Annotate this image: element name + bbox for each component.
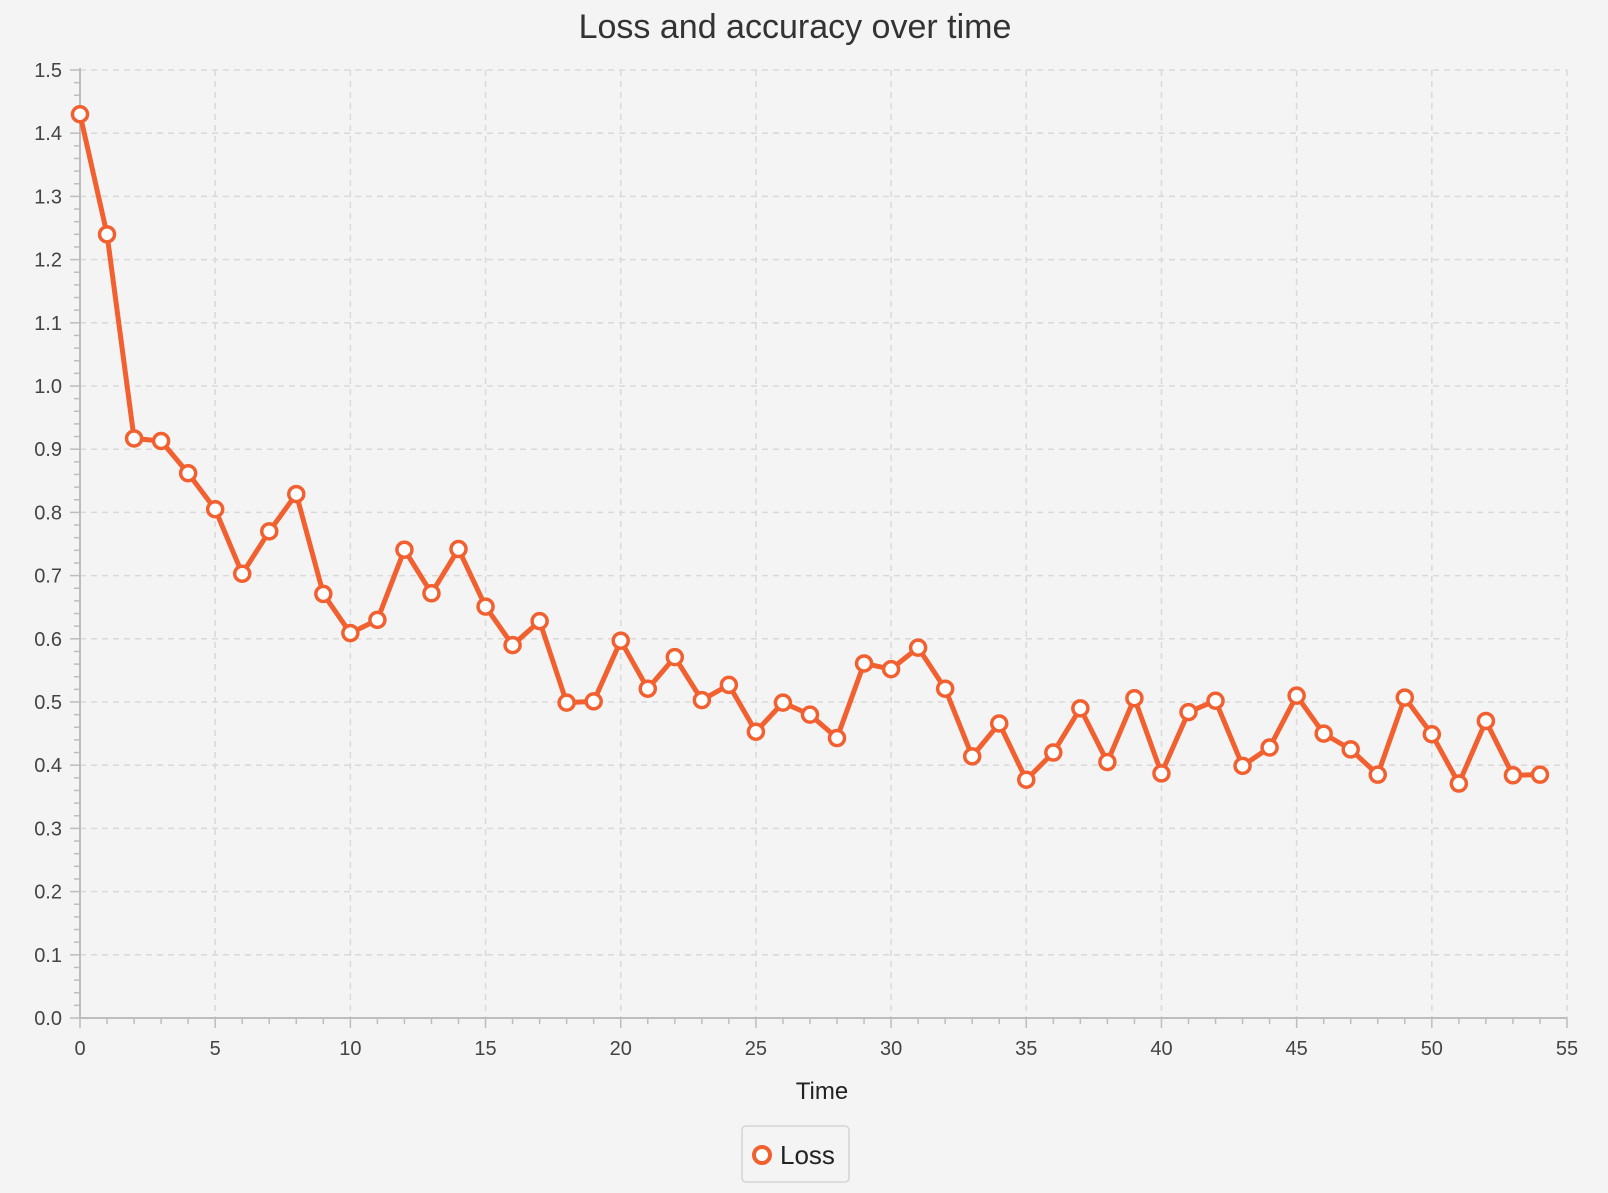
- x-tick-label: 0: [74, 1038, 85, 1060]
- data-point: [800, 705, 820, 724]
- data-point: [746, 722, 766, 741]
- data-point: [476, 597, 495, 616]
- data-point: [1098, 752, 1117, 772]
- data-point: [827, 728, 847, 748]
- data-point: [1260, 738, 1279, 757]
- legend: Loss: [741, 1125, 850, 1183]
- y-tick-label: 1.0: [34, 376, 62, 398]
- data-point: [1287, 686, 1306, 705]
- x-tick-label: 5: [210, 1038, 221, 1060]
- y-tick-label: 0.6: [34, 629, 62, 651]
- legend-label-loss: Loss: [780, 1140, 835, 1170]
- data-point: [530, 611, 549, 631]
- data-point: [1152, 764, 1171, 783]
- data-point: [1125, 688, 1144, 708]
- y-tick-label: 0.0: [34, 1008, 62, 1030]
- x-tick-label: 30: [880, 1038, 902, 1060]
- data-point: [935, 679, 955, 698]
- data-point: [1044, 743, 1063, 762]
- data-point: [1422, 724, 1442, 744]
- data-point: [611, 631, 630, 650]
- y-tick-label: 0.4: [34, 755, 62, 777]
- legend-marker-icon: [752, 1145, 772, 1165]
- data-point: [989, 714, 1009, 733]
- y-tick-label: 1.5: [34, 60, 62, 82]
- data-point: [314, 584, 333, 604]
- axes: 0 5 10 15 20 25 30 35 40 45 50 55 0.0 0.1 0.2 0.3 0.4 0.5…: [34, 60, 1578, 1060]
- data-point: [232, 564, 252, 583]
- y-tick-label: 1.1: [34, 313, 62, 335]
- data-point: [449, 539, 468, 559]
- data-point: [503, 635, 522, 655]
- data-point: [1341, 740, 1360, 759]
- data-point: [1449, 774, 1469, 793]
- x-tick-label: 10: [339, 1038, 361, 1060]
- grid: [80, 69, 1568, 1018]
- x-tick-label: 45: [1286, 1038, 1308, 1060]
- data-point: [557, 693, 576, 712]
- data-point: [665, 647, 685, 667]
- x-tick-label: 50: [1421, 1038, 1443, 1060]
- data-point: [341, 623, 360, 643]
- y-tick-label: 0.9: [34, 439, 62, 461]
- y-tick-label: 0.5: [34, 692, 62, 714]
- data-point: [422, 584, 441, 603]
- data-point: [1503, 766, 1523, 785]
- y-tick-label: 0.2: [34, 882, 62, 904]
- x-tick-label: 40: [1150, 1038, 1172, 1060]
- data-point: [1206, 691, 1225, 710]
- data-point: [719, 675, 739, 695]
- data-point: [205, 499, 225, 519]
- x-tick-label: 55: [1556, 1038, 1578, 1060]
- y-tick-label: 0.8: [34, 502, 62, 524]
- x-tick-label: 25: [745, 1038, 767, 1060]
- x-axis-label: Time: [796, 1078, 848, 1105]
- series-loss: [70, 104, 1550, 793]
- data-point: [1071, 699, 1090, 718]
- data-point: [1368, 765, 1387, 784]
- data-point: [854, 654, 874, 673]
- legend-box: [741, 1125, 850, 1183]
- data-point: [584, 692, 603, 711]
- data-point: [908, 638, 928, 657]
- data-point: [773, 693, 793, 712]
- data-point: [260, 522, 279, 541]
- y-tick-label: 1.3: [34, 186, 62, 208]
- data-point: [962, 747, 982, 766]
- data-point: [1476, 711, 1496, 731]
- data-point: [1395, 688, 1415, 707]
- data-point: [151, 431, 171, 451]
- data-point: [1017, 770, 1036, 789]
- data-point: [124, 429, 144, 448]
- data-point: [1314, 724, 1333, 743]
- x-tick-label: 20: [610, 1038, 632, 1060]
- y-tick-label: 0.1: [34, 945, 62, 967]
- chart-title: Loss and accuracy over time: [579, 8, 1012, 46]
- data-point: [395, 540, 414, 559]
- data-point: [368, 610, 387, 630]
- data-point: [1530, 765, 1550, 784]
- data-point: [70, 104, 90, 124]
- data-point: [881, 659, 901, 679]
- data-point: [97, 225, 117, 244]
- data-point: [1179, 702, 1198, 722]
- data-point: [692, 690, 712, 710]
- data-point: [1233, 756, 1252, 776]
- data-point: [638, 679, 658, 698]
- y-tick-label: 0.7: [34, 566, 62, 588]
- y-tick-label: 1.4: [34, 123, 62, 145]
- y-tick-label: 0.3: [34, 818, 62, 840]
- data-point: [287, 484, 306, 504]
- data-point: [178, 463, 198, 483]
- y-tick-label: 1.2: [34, 250, 62, 272]
- x-tick-label: 15: [474, 1038, 496, 1060]
- x-tick-label: 35: [1015, 1038, 1037, 1060]
